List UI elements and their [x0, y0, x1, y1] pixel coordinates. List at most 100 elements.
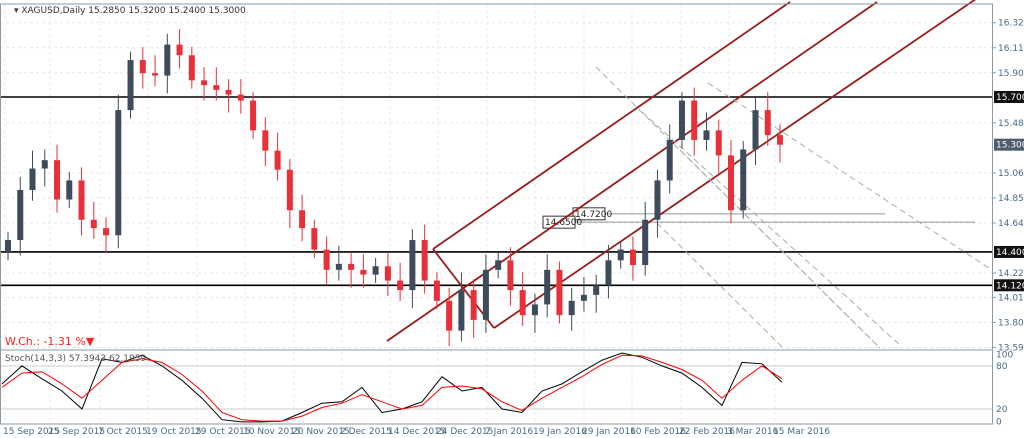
stoch-line-k [1, 352, 783, 423]
x-tick-label: 2 Dec 2015 [340, 427, 392, 437]
candle-body [777, 135, 783, 145]
candle-body [90, 219, 97, 229]
x-tick-label: 15 Sep 2015 [3, 427, 60, 437]
candle-body [384, 266, 391, 281]
axes: 16.3230 16.1130 15.9030 15.4830 15.0630 14.85… [0, 3, 1024, 437]
candle-body [458, 290, 465, 331]
x-tick-label: 14 Dec 2015 [388, 427, 446, 437]
candle-body [764, 110, 771, 136]
candle-body [286, 169, 293, 211]
x-tick-label: 19 Jan 2016 [533, 427, 587, 437]
candle-body [703, 130, 710, 140]
channel-line [386, 1, 878, 342]
candle-body [727, 155, 734, 211]
candle-body [152, 73, 159, 76]
price-pane-frame [0, 3, 993, 351]
y-tick-label: 16.3230 [998, 19, 1024, 29]
triangle-down-icon: ▼ [86, 335, 95, 348]
candles [5, 29, 783, 347]
candle-body [176, 44, 183, 56]
candle-body [593, 285, 600, 295]
collapse-triangle-icon[interactable]: ▾ [14, 6, 21, 16]
candle-body [17, 189, 24, 241]
candle-body [299, 210, 306, 229]
dashed-projection-line [641, 111, 901, 346]
x-tick-label: 25 Sep 2015 [48, 427, 105, 437]
candle-body [605, 260, 612, 286]
current-price-tag [994, 138, 1024, 151]
horizontal-levels [0, 96, 992, 287]
x-tick-label: 3 Mar 2016 [727, 427, 779, 437]
stoch-scale-label: 100 [996, 351, 1013, 361]
x-tick-label: 10 Nov 2015 [243, 427, 301, 437]
level-price-label: 14.4000 [996, 248, 1024, 258]
candle-body [127, 60, 134, 111]
stoch-label: Stoch(14,3,3) 57.3943 62.1959 [5, 354, 146, 364]
candle-body [115, 110, 122, 236]
candle-body [164, 44, 171, 76]
candle-body [470, 290, 477, 320]
candle-body [360, 269, 367, 275]
x-tick-label: 24 Dec 2015 [436, 427, 494, 437]
candle-body [691, 100, 698, 140]
candle-body [188, 55, 195, 81]
candle-body [678, 100, 685, 140]
candle-body [29, 168, 36, 190]
candle-body [752, 110, 759, 150]
candle-body [250, 100, 257, 131]
x-tick-label: 29 Jan 2016 [582, 427, 636, 437]
candle-body [201, 80, 208, 86]
candle-body [66, 180, 73, 200]
candle-body [629, 249, 636, 266]
price-annotation-label: 14.7200 [575, 210, 612, 220]
candle-body [311, 228, 318, 250]
weekly-change: W.Ch.: -1.31 %▼ [5, 335, 95, 348]
stoch-scale-label: 20 [996, 405, 1008, 415]
candle-body [103, 228, 110, 236]
stoch-line-d [1, 354, 783, 422]
y-tick-label: 14.6430 [998, 219, 1024, 229]
price-annotation-box [572, 207, 606, 221]
y-tick-label: 15.0630 [998, 169, 1024, 179]
candle-body [482, 269, 489, 320]
level-price-tag [994, 91, 1024, 103]
candle-body [666, 139, 673, 181]
candle-body [495, 260, 502, 270]
dashed-projection-line [679, 149, 881, 349]
x-tick-label: 29 Oct 2015 [195, 427, 251, 437]
candle-body [617, 249, 624, 261]
candle-body [372, 266, 379, 275]
level-price-tag [994, 279, 1024, 292]
candle-body [274, 150, 281, 170]
candle-body [41, 160, 48, 169]
candle-body [348, 263, 355, 270]
candle-body [446, 300, 453, 331]
level-price-tag [994, 245, 1024, 258]
dashed-projection-line [707, 82, 993, 271]
y-tick-label: 16.1130 [998, 44, 1024, 54]
x-tick-label: 15 Mar 2016 [773, 427, 830, 437]
candle-body [213, 85, 220, 90]
y-tick-label: 14.2230 [998, 269, 1024, 279]
stochastic-pane [0, 352, 992, 423]
candle-body [78, 180, 85, 220]
level-price-label: 15.7000 [996, 93, 1024, 103]
candle-body [409, 240, 416, 291]
y-tick-label: 14.0190 [998, 293, 1024, 303]
level-price-label: 14.1204 [996, 281, 1024, 291]
candle-body [433, 280, 440, 301]
candle-body [642, 219, 649, 266]
candle-body [544, 269, 551, 305]
candle-body [397, 280, 404, 291]
channel-line [432, 1, 791, 250]
candle-body [323, 249, 330, 270]
y-tick-label: 15.4830 [998, 119, 1024, 129]
candle-body [519, 290, 526, 316]
chart-title: ▾ XAGUSD,Daily 15.2850 15.3200 15.2400 1… [14, 6, 246, 16]
y-tick-label: 15.9030 [998, 69, 1024, 79]
stoch-scale-label: 0 [996, 417, 1002, 427]
candle-body [556, 269, 563, 316]
candle-body [715, 130, 722, 156]
candle-body [54, 160, 61, 200]
